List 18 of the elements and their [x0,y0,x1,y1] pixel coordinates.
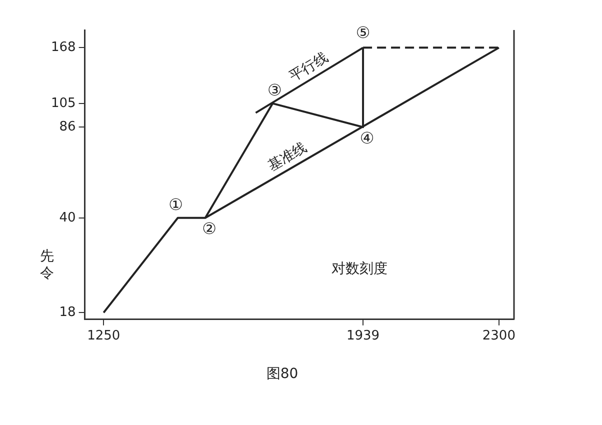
annotation: ① [168,195,183,214]
y-tick-label: 18 [59,304,76,320]
annotation: ④ [360,128,374,148]
y-tick-label: 168 [50,40,76,56]
y-tick-label: 40 [59,210,76,226]
x-tick-label: 1250 [87,328,120,344]
text: 平行线 [286,50,331,86]
x-tick-label: 1939 [346,328,380,344]
annotation: ② [202,219,216,238]
text: 基准线 [266,140,310,174]
y-tick-label: 86 [59,119,76,134]
caption: 图80 [266,366,298,382]
x-tick-label: 2300 [482,328,516,344]
annotation: ③ [268,80,282,100]
annotation: 对数刻度 [331,261,388,278]
y-tick-label: 105 [50,96,76,111]
y-axis-title: 先令 [40,248,54,282]
annotation: ⑤ [356,22,370,42]
